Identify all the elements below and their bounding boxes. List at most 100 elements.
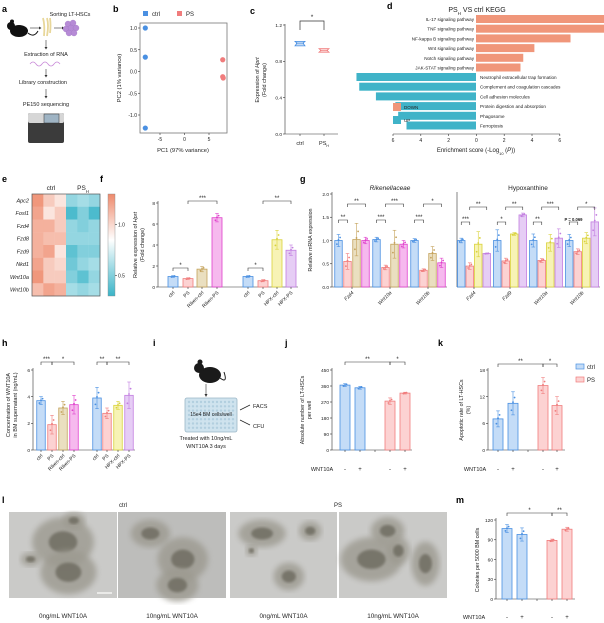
heatmap-cell: [32, 219, 44, 233]
data-point: [507, 525, 510, 528]
cell: [70, 29, 78, 37]
colony-image: [118, 512, 226, 602]
y-tick-label: 2: [152, 264, 155, 270]
x-tick-label: Riken-PS: [201, 290, 221, 310]
bar-ctrl: [242, 276, 254, 288]
data-point: [404, 241, 406, 244]
significance-label: **: [116, 357, 121, 363]
y-tick-label: 12: [480, 394, 486, 400]
data-point-PS: [220, 57, 226, 63]
significance-label: *: [549, 359, 552, 365]
x-tick-label: 5: [208, 137, 211, 143]
colony-core: [55, 562, 82, 582]
data-point: [540, 259, 543, 262]
colony-core: [251, 527, 274, 540]
y-axis-label: PC2 (1% variance): [117, 54, 123, 103]
heatmap-cell: [88, 283, 101, 297]
data-point: [360, 386, 363, 388]
data-point: [504, 259, 507, 262]
data-point: [593, 219, 596, 222]
heatmap-cell: [43, 232, 55, 246]
significance-bracket: [299, 20, 325, 30]
x-tick-label: ctrl: [91, 453, 100, 462]
bar-HPX-PS: [482, 253, 491, 288]
data-point: [245, 276, 248, 278]
heatmap-cell: [88, 270, 101, 284]
well: [187, 418, 191, 421]
well: [231, 413, 235, 417]
step-sequencing: PE150 sequencing: [23, 102, 69, 108]
well: [195, 418, 199, 421]
column-group-label-part: H: [86, 189, 89, 194]
x-tick-label: 6: [392, 138, 395, 144]
significance-bracket: [172, 267, 189, 271]
well: [195, 405, 199, 408]
data-point: [498, 413, 501, 416]
significance-label: ***: [377, 215, 385, 221]
heatmap-cell: [88, 245, 101, 258]
significance-bracket: [376, 219, 386, 223]
significance-bracket: [460, 221, 471, 225]
data-point: [566, 528, 568, 530]
data-point: [503, 261, 506, 264]
step-extraction: Extraction of RNA: [24, 52, 68, 58]
data-point: [506, 258, 509, 261]
data-point: [552, 538, 555, 541]
term-label: Neutrophil extracellular trap formation: [480, 75, 557, 80]
well: [187, 405, 191, 408]
colorbar: [107, 193, 116, 297]
colony-image: [230, 512, 337, 598]
y-tick-label: 0.0: [322, 285, 329, 291]
heatmap-cell: [54, 232, 67, 246]
data-point: [547, 246, 550, 249]
x-axis-label: PC1 (97% variance): [157, 148, 209, 154]
panel-label-f: f: [100, 174, 104, 184]
significance-label: *: [500, 217, 503, 223]
data-point: [440, 261, 443, 264]
data-point-ctrl: [142, 54, 148, 60]
legend-swatch-ps: [575, 376, 585, 383]
well: [231, 400, 235, 404]
y-axis-label-line2: (Fold change): [140, 228, 146, 262]
data-point: [551, 539, 553, 542]
well: [195, 400, 199, 404]
significance-bracket: [262, 200, 292, 204]
significance-bracket: [385, 203, 404, 207]
data-point: [38, 402, 41, 404]
data-point: [514, 232, 517, 235]
data-point: [549, 241, 552, 243]
well: [203, 426, 207, 429]
heatmap-cell: [66, 257, 78, 271]
panel-label-g: g: [300, 174, 306, 184]
mouse-icon: [7, 19, 39, 37]
data-point: [276, 237, 278, 240]
data-point: [40, 399, 42, 402]
bone-icon: [42, 17, 52, 37]
data-point: [342, 385, 345, 387]
y-tick-label: 0.8: [275, 59, 282, 65]
mouse-ear: [10, 19, 14, 24]
y-tick-label: 30: [488, 577, 494, 583]
y-tick-label: 2.0: [322, 192, 329, 198]
arrow-head: [44, 96, 48, 99]
significance-bracket: [541, 206, 560, 210]
x-axis-label-part: (: [504, 148, 508, 154]
legend-label: ctrl: [587, 365, 595, 371]
colony-core: [281, 570, 296, 583]
panel-l-colony-images: ctrl PS 0ng/mL WNT10A 10ng/mL WNT10A 0ng/mL …: [9, 503, 447, 620]
bar-PS: [573, 251, 582, 288]
data-point: [510, 409, 513, 412]
significance-label: *: [396, 357, 399, 363]
y-tick-label: 120: [485, 518, 493, 524]
legend-swatch-up: [393, 116, 401, 124]
data-point: [336, 243, 338, 246]
data-point: [115, 406, 118, 409]
y-tick-label: 0: [482, 448, 485, 454]
data-point: [348, 256, 350, 259]
data-point: [346, 259, 349, 262]
data-point: [94, 403, 97, 406]
y-tick-label: 1.5: [322, 215, 329, 221]
panel-label-k: k: [438, 338, 444, 348]
